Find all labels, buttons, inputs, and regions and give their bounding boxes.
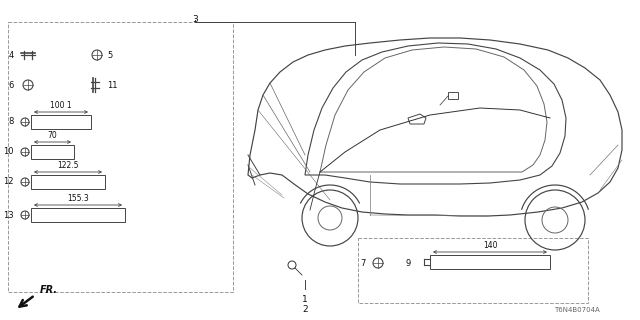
Text: 140: 140 (483, 241, 497, 250)
Bar (31, 208, 125, 222)
Text: 4: 4 (9, 51, 14, 60)
Text: 5: 5 (107, 51, 112, 60)
Bar (8, 22, 233, 292)
Text: 2: 2 (302, 305, 308, 314)
Text: 70: 70 (47, 131, 58, 140)
Bar (358, 238, 588, 303)
Text: 155.3: 155.3 (67, 194, 89, 203)
Bar (448, 92, 458, 99)
Bar (31, 145, 74, 159)
Bar (31, 115, 91, 129)
Text: 8: 8 (8, 117, 14, 126)
Bar (31, 175, 105, 189)
Text: 3: 3 (192, 15, 198, 24)
Text: 9: 9 (406, 259, 411, 268)
Text: 100 1: 100 1 (50, 101, 72, 110)
Text: T6N4B0704A: T6N4B0704A (554, 307, 600, 313)
Text: 13: 13 (3, 211, 14, 220)
Text: 10: 10 (3, 148, 14, 156)
Text: 7: 7 (360, 259, 366, 268)
Text: 12: 12 (3, 178, 14, 187)
Text: FR.: FR. (40, 285, 58, 295)
Text: 6: 6 (8, 81, 14, 90)
Text: 11: 11 (107, 81, 118, 90)
Text: 122.5: 122.5 (57, 161, 79, 170)
Text: 1: 1 (302, 295, 308, 304)
Bar (430, 255, 550, 269)
